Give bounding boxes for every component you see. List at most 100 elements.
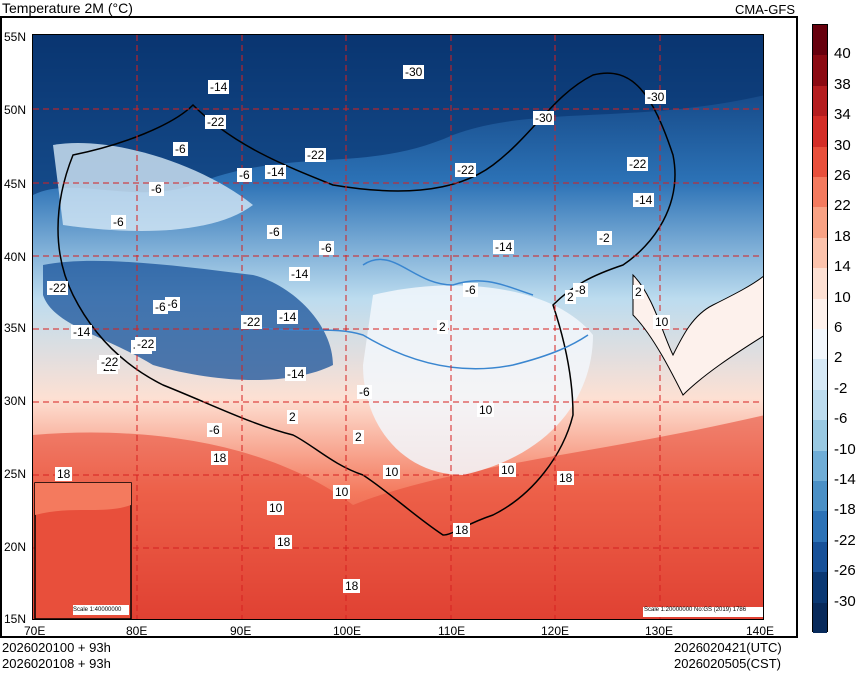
contour-label: -6 bbox=[165, 297, 180, 311]
legend-swatch bbox=[813, 177, 827, 208]
lat-label: 40N bbox=[4, 250, 27, 264]
legend-swatch bbox=[813, 268, 827, 300]
contour-label: -14 bbox=[208, 80, 230, 94]
china-border bbox=[57, 72, 676, 536]
contour-label: 10 bbox=[477, 403, 495, 417]
legend-swatch bbox=[813, 511, 827, 543]
lat-label: 15N bbox=[4, 612, 27, 626]
valid-time-cst: 2026020505(CST) bbox=[674, 656, 781, 671]
temperature-map: Scale 1:40000000 Scale 1:20000000 No:GS … bbox=[32, 34, 764, 620]
lon-label: 70E bbox=[24, 624, 46, 638]
legend-swatch bbox=[813, 481, 827, 512]
init-time-cst: 2026020108 + 93h bbox=[2, 656, 111, 671]
chart-title: Temperature 2M (°C) bbox=[2, 0, 133, 16]
contour-label: -22 bbox=[99, 355, 121, 369]
legend-label: -2 bbox=[834, 379, 848, 397]
contour-label: 10 bbox=[333, 485, 351, 499]
legend-swatch bbox=[813, 55, 827, 87]
contour-label: 2 bbox=[353, 430, 364, 444]
yellow-river bbox=[362, 258, 534, 296]
inset-scale-label: Scale 1:40000000 bbox=[73, 607, 122, 613]
lon-label: 120E bbox=[541, 624, 570, 638]
contour-label: 10 bbox=[499, 463, 517, 477]
contour-label: -14 bbox=[493, 240, 515, 254]
contour-label: -22 bbox=[627, 157, 649, 171]
contour-label: -14 bbox=[633, 193, 655, 207]
legend-label: 22 bbox=[834, 197, 851, 215]
legend-swatch bbox=[813, 359, 827, 391]
legend-swatch bbox=[813, 25, 827, 56]
legend-label: 34 bbox=[834, 106, 851, 124]
legend-swatch bbox=[813, 207, 827, 239]
contour-label: -22 bbox=[135, 337, 157, 351]
contour-label: -14 bbox=[277, 310, 299, 324]
korea-japan bbox=[632, 273, 763, 396]
contour-label: 18 bbox=[211, 451, 229, 465]
contour-label: 2 bbox=[287, 410, 298, 424]
contour-label: 10 bbox=[267, 501, 285, 515]
contour-label: -6 bbox=[173, 142, 188, 156]
east-china-region bbox=[363, 285, 593, 475]
contour-label: -22 bbox=[455, 163, 477, 177]
contour-label: 18 bbox=[557, 471, 575, 485]
contour-label: -6 bbox=[237, 168, 252, 182]
legend-swatch bbox=[813, 602, 827, 634]
lon-label: 130E bbox=[645, 624, 674, 638]
lon-label: 80E bbox=[126, 624, 148, 638]
legend-label: 10 bbox=[834, 288, 851, 306]
legend-label: -18 bbox=[834, 501, 856, 519]
legend-label: 18 bbox=[834, 227, 851, 245]
legend-label: -10 bbox=[834, 440, 856, 458]
contour-label: -22 bbox=[47, 281, 69, 295]
contour-label: -14 bbox=[71, 325, 93, 339]
legend-label: 2 bbox=[834, 349, 843, 367]
lon-label: 100E bbox=[333, 624, 362, 638]
contour-label: -22 bbox=[305, 148, 327, 162]
contour-label: -2 bbox=[597, 231, 612, 245]
legend-swatch bbox=[813, 541, 827, 573]
valid-time-utc: 2026020421(UTC) bbox=[674, 640, 782, 655]
lat-label: 45N bbox=[4, 177, 27, 191]
contour-label: 10 bbox=[653, 315, 671, 329]
legend-label: 38 bbox=[834, 75, 851, 93]
legend-label: -30 bbox=[834, 592, 856, 610]
legend-swatch bbox=[813, 116, 827, 148]
legend-swatch bbox=[813, 146, 827, 178]
contour-label: 18 bbox=[453, 523, 471, 537]
model-name: CMA-GFS bbox=[735, 2, 795, 17]
legend-swatch bbox=[813, 572, 827, 604]
legend-label: 26 bbox=[834, 167, 851, 184]
lon-label: 140E bbox=[746, 624, 775, 638]
yangtze-river bbox=[242, 324, 589, 370]
lat-label: 25N bbox=[4, 467, 27, 481]
color-legend bbox=[812, 24, 828, 634]
legend-swatch bbox=[813, 237, 827, 269]
contour-label: -14 bbox=[265, 165, 287, 179]
contour-label: -22 bbox=[241, 315, 263, 329]
contour-label: 10 bbox=[383, 465, 401, 479]
lon-label: 90E bbox=[230, 624, 252, 638]
legend-label: 14 bbox=[834, 258, 851, 276]
contour-label: -30 bbox=[403, 65, 425, 79]
legend-label: -26 bbox=[834, 562, 856, 580]
contour-label: -6 bbox=[319, 241, 334, 255]
warm-region-south bbox=[33, 415, 763, 619]
legend-label: 40 bbox=[834, 45, 851, 63]
contour-label: 2 bbox=[633, 285, 644, 299]
legend-swatch bbox=[813, 85, 827, 117]
legend-label: -14 bbox=[834, 471, 856, 488]
lat-label: 30N bbox=[4, 394, 27, 408]
lat-label: 55N bbox=[4, 30, 27, 44]
plateau-cold-region bbox=[43, 260, 333, 380]
map-canvas bbox=[33, 35, 763, 619]
contour-label: -6 bbox=[463, 283, 478, 297]
legend-swatch bbox=[813, 389, 827, 421]
legend-label: -6 bbox=[834, 410, 848, 428]
contour-label: -6 bbox=[357, 385, 372, 399]
legend-label: -22 bbox=[834, 531, 856, 549]
contour-label: -8 bbox=[573, 283, 588, 297]
legend-swatch bbox=[813, 298, 827, 330]
lon-label: 110E bbox=[438, 624, 466, 638]
legend-swatch bbox=[813, 420, 827, 452]
lat-label: 35N bbox=[4, 321, 27, 335]
